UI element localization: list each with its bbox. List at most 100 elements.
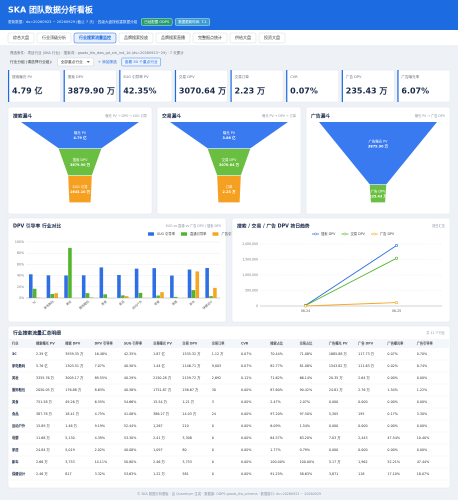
kpi-value: 6.07%	[401, 87, 429, 96]
column-header: CVR	[241, 342, 249, 346]
x-tick-label: 3C	[31, 299, 37, 305]
bar	[103, 294, 107, 298]
table-cell: 87.60%	[270, 388, 283, 392]
table-cell: 14.03 万	[182, 412, 196, 416]
nav-tab[interactable]: 投资大盘	[264, 34, 280, 40]
table-cell: 91.25%	[270, 472, 283, 476]
table-cell: 42.35%	[124, 352, 137, 356]
table-cell: 6.09%	[270, 424, 280, 428]
table-cell: 52.44%	[124, 424, 137, 428]
kpi-accent	[63, 70, 65, 102]
kpi-value: 0.07%	[290, 87, 318, 96]
bar	[117, 274, 121, 298]
select-box[interactable]	[57, 57, 94, 67]
nav-tab[interactable]: 品牌搜索直播	[161, 34, 185, 40]
table-cell: 0.000	[358, 448, 367, 452]
legend-label: 广告 DPV	[380, 231, 395, 236]
table-cell: 1543.82 万	[329, 364, 348, 368]
column-header: 交易占比	[300, 341, 314, 346]
table-cell: 0.12%	[241, 376, 251, 380]
table-cell: 176.88 万	[65, 388, 82, 392]
table-cell: 1,267	[153, 424, 162, 428]
nav-tab[interactable]: 综合大盘	[13, 34, 29, 40]
bar	[138, 292, 143, 298]
table-cell: 2.41 万	[153, 436, 165, 440]
tab-box[interactable]	[7, 32, 35, 44]
nav-tab[interactable]: 行业顶级分析	[42, 34, 66, 40]
kpi-value: 3070.64 万	[179, 87, 226, 96]
nav-tab[interactable]: 行业搜索流量监控	[78, 34, 111, 40]
table-cell: 0.07%	[241, 364, 251, 368]
bar	[81, 275, 86, 298]
kpi-accent	[174, 70, 177, 102]
column-header: 搜索占比	[270, 341, 284, 346]
table-cell: 5.17 万	[329, 460, 341, 464]
y-tick-label: 1,000,000	[242, 273, 258, 277]
tab-box[interactable]	[229, 32, 257, 44]
x-tick-label: 保健设计	[201, 299, 213, 311]
panel	[7, 325, 451, 489]
kpi-value: 2.23 万	[235, 87, 266, 96]
table-cell: 18.41 万	[65, 412, 79, 416]
column-header: 交易 DPV	[182, 341, 197, 346]
table-cell: 0.00%	[417, 424, 427, 428]
table-cell: 14.11%	[95, 460, 108, 464]
kpi-value: 4.79 亿	[12, 86, 43, 96]
table-cell: 0.00%	[241, 412, 251, 416]
kpi-value: 3879.90 万	[68, 87, 115, 96]
table-cell: 新车	[12, 459, 19, 464]
table-cell: 0.70%	[417, 352, 427, 356]
table-cell: 40.58%	[124, 388, 137, 392]
table-cell: 66.14%	[300, 376, 313, 380]
column-header: SUG 引导率	[124, 341, 143, 346]
industry-link[interactable]: 查看 50 个重点行业	[125, 59, 158, 64]
table-cell: 100.00%	[300, 460, 315, 464]
tab-box[interactable]	[73, 32, 117, 44]
kpi-accent	[8, 70, 10, 102]
industry-select[interactable]: 全部重点行业	[61, 59, 83, 64]
bar	[28, 274, 33, 298]
column-header: 搜索曝光 PV	[36, 341, 55, 346]
table-cell: 0.00%	[387, 424, 397, 428]
table-cell: 2.39 亿	[36, 351, 48, 356]
table-cell: 母婴	[12, 435, 19, 440]
nav-tab[interactable]: 品牌搜索投放	[124, 34, 148, 40]
table-cell: 2159.72 万	[182, 376, 201, 380]
kpi-accent	[230, 70, 232, 102]
table-cell: 581	[182, 472, 188, 476]
funnel-stage	[170, 122, 288, 149]
tab-box[interactable]	[258, 32, 286, 44]
link-box[interactable]	[121, 57, 161, 67]
header-badge: 数据更新时间: T-1	[178, 19, 207, 24]
nav-tab[interactable]: 完整报点统计	[198, 34, 222, 40]
tab-box[interactable]	[36, 32, 72, 44]
nav-tab[interactable]: 供给大盘	[235, 34, 251, 40]
table-cell: 0.00%	[241, 424, 251, 428]
table-cell: 6.55%	[95, 400, 105, 404]
table-cell: 1,097	[153, 448, 162, 452]
bar	[99, 267, 104, 298]
x-tick-label: 06-24	[301, 309, 310, 313]
funnel-stage-label: 交易 DPV	[222, 157, 238, 162]
table-cell: 49.26 万	[65, 400, 79, 404]
tab-box[interactable]	[155, 32, 191, 44]
funnel-stage	[369, 185, 387, 203]
table-cell: 1.46 万	[65, 424, 77, 428]
table-cell: 97.50%	[300, 412, 313, 416]
tab-box[interactable]	[118, 32, 154, 44]
table-cell: 20.35 万	[329, 376, 343, 380]
table-cell: 64.57%	[270, 436, 283, 440]
table-header-row	[9, 339, 449, 348]
kpi-value: 42.35%	[123, 87, 156, 96]
tab-box[interactable]	[192, 32, 228, 44]
table-cell: 0	[212, 424, 214, 428]
add-filter[interactable]: + 添加筛选	[98, 59, 117, 64]
table-cell: 10.40%	[417, 436, 430, 440]
panel	[231, 217, 451, 323]
table-cell: 2150.28 万	[153, 376, 172, 380]
table-cell: 100.00%	[270, 460, 285, 464]
table-cell: 保健设计	[11, 471, 26, 476]
y-tick-label: 100%	[15, 240, 24, 244]
